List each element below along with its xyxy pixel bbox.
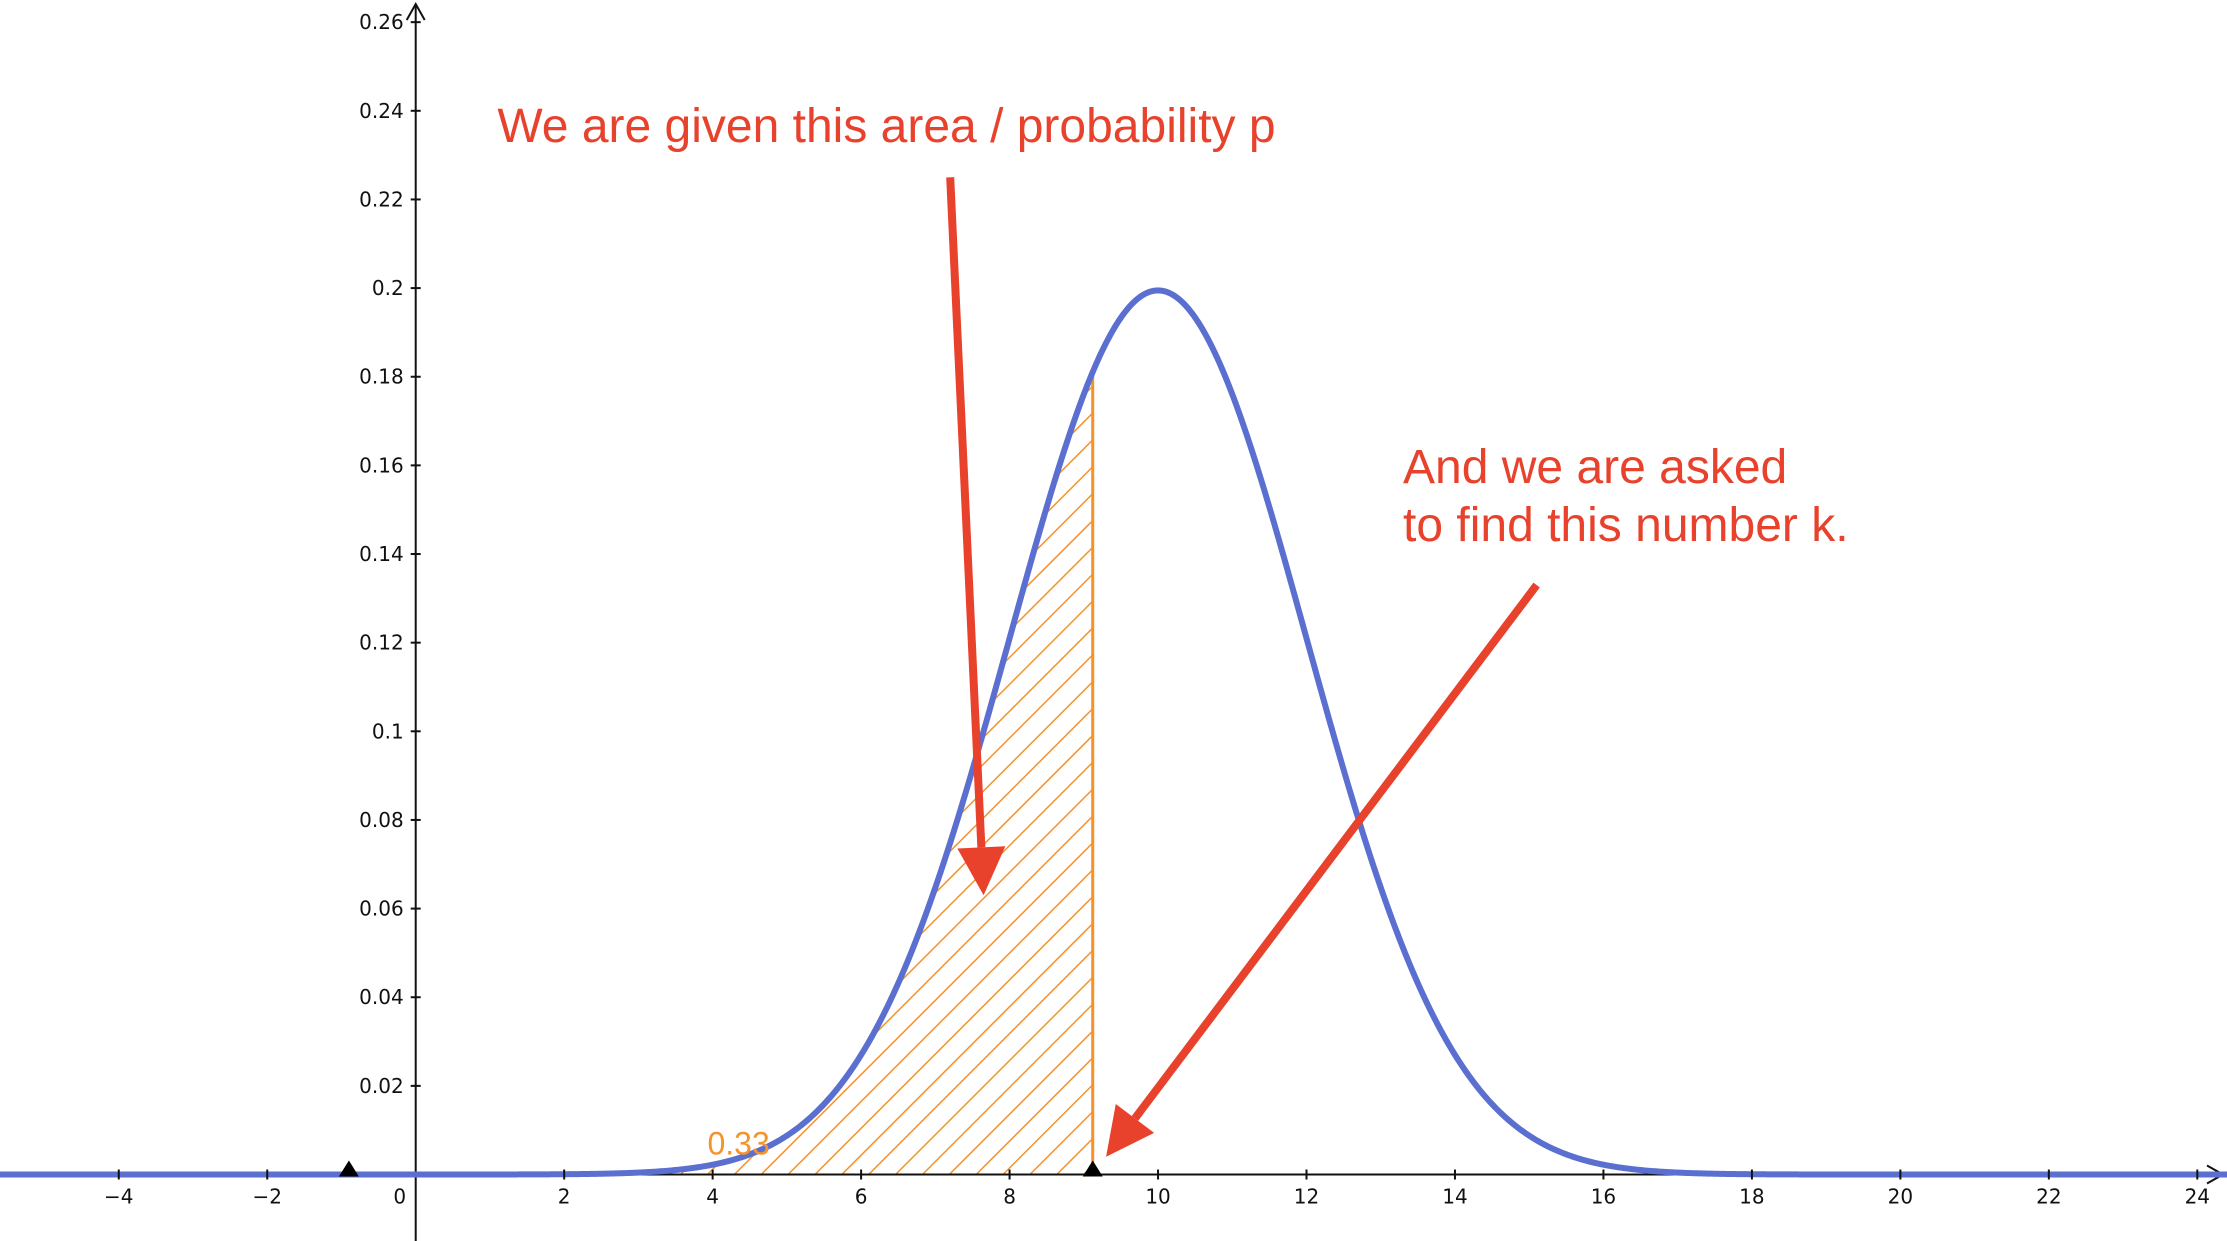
- annotations-layer: We are given this area / probability p An…: [497, 100, 1849, 1157]
- y-tick-label: 0.1: [372, 719, 404, 743]
- x-tick-label: 24: [2185, 1185, 2210, 1209]
- x-tick-label: 22: [2036, 1185, 2061, 1209]
- y-tick-label: 0.08: [359, 808, 404, 832]
- x-tick-label: 0: [393, 1185, 406, 1209]
- y-tick-label: 0.14: [359, 542, 404, 566]
- x-tick-label: 16: [1591, 1185, 1616, 1209]
- x-tick-label: 8: [1003, 1185, 1016, 1209]
- shaded-area-layer: [0, 372, 1095, 1175]
- x-tick-label: 10: [1145, 1185, 1170, 1209]
- y-tick-label: 0.22: [359, 187, 404, 211]
- x-tick-label: 6: [855, 1185, 868, 1209]
- point-marker: [1082, 1160, 1103, 1177]
- y-tick-label: 0.18: [359, 365, 404, 389]
- x-tick-label: 20: [1888, 1185, 1913, 1209]
- tick-labels-layer: −4 −2 0 2 4 6 8 10 12 14 16 18 20 22 240.020.040.060.0…: [104, 10, 2210, 1208]
- y-tick-label: 0.26: [359, 10, 404, 34]
- y-tick-label: 0.06: [359, 897, 404, 921]
- x-tick-label: 4: [706, 1185, 719, 1209]
- y-tick-label: 0.02: [359, 1074, 404, 1098]
- x-tick-label: −2: [252, 1185, 281, 1209]
- annotation-arrow-shaft: [1131, 582, 1540, 1121]
- point-marker: [338, 1160, 359, 1177]
- x-tick-label: 12: [1294, 1185, 1319, 1209]
- shaded-area: [0, 372, 1093, 1175]
- normal-curve: [0, 287, 2227, 1178]
- y-tick-label: 0.24: [359, 99, 404, 123]
- y-tick-label: 0.16: [359, 453, 404, 477]
- y-axis-arrowhead: [405, 1, 426, 21]
- annotation-arrow-head: [1106, 1104, 1155, 1157]
- x-tick-label: −4: [104, 1185, 133, 1209]
- points-layer: [338, 1160, 1103, 1177]
- annotation-arrow-shaft: [946, 177, 986, 848]
- x-tick-label: 2: [558, 1185, 571, 1209]
- y-tick-label: 0.04: [359, 985, 404, 1009]
- annotation-arrow-head: [957, 846, 1006, 896]
- x-tick-label: 14: [1442, 1185, 1467, 1209]
- y-tick-label: 0.2: [372, 276, 404, 300]
- y-tick-label: 0.12: [359, 631, 404, 655]
- x-tick-label: 18: [1739, 1185, 1764, 1209]
- curve-layer: [0, 287, 2227, 1178]
- annotation-text: We are given this area / probability p: [497, 100, 1275, 153]
- area-value-label: 0.33: [707, 1126, 769, 1162]
- annotation-text: to find this number k.: [1403, 499, 1849, 552]
- annotation-text: And we are asked: [1403, 441, 1787, 494]
